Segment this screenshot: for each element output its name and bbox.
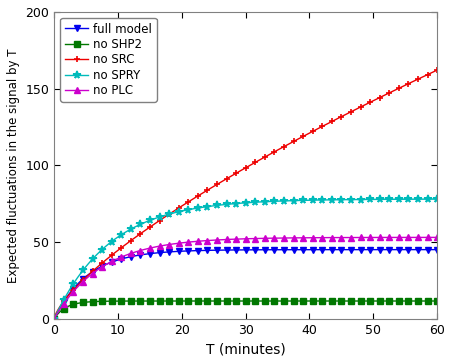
full model	[433, 248, 439, 252]
no SRC	[408, 80, 414, 84]
no SRC	[123, 242, 128, 246]
no PLC	[433, 235, 439, 240]
full model	[356, 248, 361, 252]
no SHP2	[178, 299, 183, 303]
no SHP2	[123, 299, 128, 303]
no SPRY	[51, 317, 57, 321]
no SRC	[76, 282, 81, 287]
no SHP2	[51, 317, 57, 321]
no SRC	[178, 205, 183, 209]
no SHP2	[433, 299, 439, 303]
Y-axis label: Expected fluctuations in the signal by T: Expected fluctuations in the signal by T	[7, 48, 20, 282]
no SPRY	[356, 197, 361, 202]
no SRC	[51, 317, 57, 321]
Line: no SHP2: no SHP2	[51, 298, 439, 322]
full model	[178, 249, 183, 253]
Line: no SPRY: no SPRY	[51, 195, 440, 322]
no SRC	[433, 68, 439, 72]
no SHP2	[76, 301, 81, 305]
full model	[51, 317, 57, 321]
X-axis label: T (minutes): T (minutes)	[205, 342, 285, 356]
no SHP2	[421, 299, 427, 303]
Line: full model: full model	[51, 246, 439, 322]
Line: no SRC: no SRC	[51, 67, 440, 322]
no SRC	[421, 74, 427, 78]
Legend: full model, no SHP2, no SRC, no SPRY, no PLC: full model, no SHP2, no SRC, no SPRY, no…	[60, 18, 156, 102]
no SPRY	[123, 230, 128, 234]
full model	[76, 281, 81, 285]
no PLC	[76, 284, 81, 288]
no PLC	[356, 235, 361, 240]
no SRC	[356, 106, 361, 110]
no PLC	[421, 235, 427, 240]
no SPRY	[408, 197, 414, 201]
full model	[408, 248, 414, 252]
no SPRY	[76, 274, 81, 278]
no SHP2	[408, 299, 414, 303]
no PLC	[123, 253, 128, 257]
no SPRY	[433, 197, 439, 201]
no SPRY	[421, 197, 427, 201]
no PLC	[51, 317, 57, 321]
no PLC	[178, 241, 183, 245]
no SHP2	[356, 299, 361, 303]
full model	[421, 248, 427, 252]
no PLC	[408, 235, 414, 240]
full model	[123, 256, 128, 260]
Line: no PLC: no PLC	[51, 234, 439, 322]
no SPRY	[178, 209, 183, 213]
